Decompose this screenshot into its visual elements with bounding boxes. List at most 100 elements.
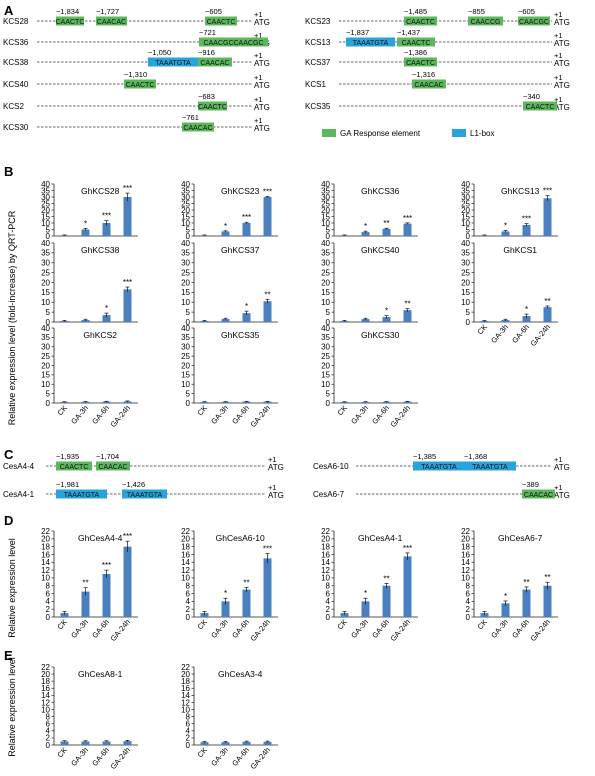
element-position: −1,310 xyxy=(124,70,147,79)
significance-label: *** xyxy=(123,532,132,541)
bar xyxy=(543,198,552,236)
y-axis-label-d: Relative expression level xyxy=(7,538,17,638)
bar xyxy=(263,558,272,617)
x-tick-label: GA-24h xyxy=(249,404,273,430)
chart-title: GhKCS13 xyxy=(501,186,540,196)
y-tick-label: 18 xyxy=(461,542,470,551)
x-tick-label: GA-3h xyxy=(69,618,90,640)
legend-swatch-ga xyxy=(322,129,336,137)
y-tick-label: 4 xyxy=(46,727,51,736)
y-tick-label: 4 xyxy=(186,727,191,736)
y-tick-label: 18 xyxy=(321,542,330,551)
bar xyxy=(200,402,209,403)
element-sequence: CAACTC xyxy=(60,464,89,471)
legend: GA Response element L1-box xyxy=(322,129,494,138)
y-tick-label: 15 xyxy=(41,371,50,380)
atg-label: ATG xyxy=(254,18,270,27)
y-tick-label: 6 xyxy=(186,589,191,598)
y-tick-label: 15 xyxy=(321,371,330,380)
y-tick-label: 35 xyxy=(181,186,190,195)
y-axis-label-e: Relative expression level xyxy=(7,657,17,757)
y-tick-label: 35 xyxy=(461,186,470,195)
y-tick-label: 10 xyxy=(321,574,330,583)
bar xyxy=(403,401,412,403)
bar xyxy=(221,319,230,322)
y-tick-label: 25 xyxy=(321,199,330,208)
significance-label: ** xyxy=(544,297,550,306)
y-tick-label: 0 xyxy=(466,232,471,241)
chart-title: GhKCS23 xyxy=(221,186,260,196)
significance-label: ** xyxy=(82,579,88,588)
y-tick-label: 5 xyxy=(46,225,51,234)
promoter-name: KCS40 xyxy=(3,80,29,89)
y-tick-label: 10 xyxy=(461,298,470,307)
atg-label: ATG xyxy=(554,491,570,500)
ga-response-element xyxy=(96,461,130,471)
element-sequence: CAACCG xyxy=(471,19,501,26)
y-tick-label: 5 xyxy=(186,389,191,398)
y-tick-label: 35 xyxy=(41,186,50,195)
significance-label: *** xyxy=(543,187,552,196)
chart-title: GhKCS28 xyxy=(81,186,120,196)
y-tick-label: 25 xyxy=(41,268,50,277)
y-tick-label: 20 xyxy=(321,278,330,287)
y-tick-label: 35 xyxy=(181,249,190,258)
bar xyxy=(60,613,69,617)
element-sequence: TAAATGTA xyxy=(64,492,100,499)
y-tick-label: 30 xyxy=(181,343,190,352)
y-tick-label: 15 xyxy=(461,212,470,221)
y-tick-label: 15 xyxy=(181,212,190,221)
bar xyxy=(60,402,69,403)
y-tick-label: 20 xyxy=(321,206,330,215)
chart-title: GhKCS2 xyxy=(83,330,117,340)
element-sequence: CAACAC xyxy=(98,464,127,471)
tss-label: +1 xyxy=(554,455,563,464)
element-position: −1,368 xyxy=(464,452,487,461)
atg-label: ATG xyxy=(254,81,270,90)
chart-title: GhCesA6-10 xyxy=(216,533,265,543)
y-tick-label: 0 xyxy=(326,399,331,408)
bar xyxy=(123,401,132,403)
element-sequence: CAACGCCAACGC xyxy=(204,40,264,47)
panel-label-d: D xyxy=(4,513,13,528)
significance-label: *** xyxy=(242,213,251,222)
bar xyxy=(522,224,531,236)
bar xyxy=(221,742,230,745)
x-tick-label: GA-24h xyxy=(109,746,133,772)
y-tick-label: 15 xyxy=(41,212,50,221)
element-sequence: CAACAC xyxy=(97,19,126,26)
y-axis-label-b: Relative expression level (fold-increase… xyxy=(7,210,17,425)
chart-title: GhCesA4-1 xyxy=(358,533,403,543)
y-tick-label: 16 xyxy=(321,550,330,559)
x-tick-label: GA-24h xyxy=(529,618,553,644)
y-tick-label: 30 xyxy=(41,259,50,268)
atg-label: ATG xyxy=(554,59,570,68)
element-sequence: CAACTC xyxy=(402,40,431,47)
x-tick-label: GA-24h xyxy=(389,618,413,644)
y-tick-label: 25 xyxy=(321,352,330,361)
y-tick-label: 35 xyxy=(181,333,190,342)
significance-label: ** xyxy=(264,290,270,299)
x-tick-label: GA-3h xyxy=(489,323,510,345)
y-tick-label: 0 xyxy=(186,318,191,327)
significance-label: ** xyxy=(523,578,529,587)
y-tick-label: 25 xyxy=(181,352,190,361)
y-tick-label: 22 xyxy=(41,527,50,536)
element-position: −1,704 xyxy=(96,452,119,461)
promoter-name: KCS13 xyxy=(305,38,331,47)
panel-label-e: E xyxy=(4,648,13,663)
y-tick-label: 25 xyxy=(461,199,470,208)
y-tick-label: 8 xyxy=(186,712,191,721)
significance-label: * xyxy=(504,592,507,601)
bar xyxy=(242,589,251,617)
y-tick-label: 2 xyxy=(186,605,191,614)
